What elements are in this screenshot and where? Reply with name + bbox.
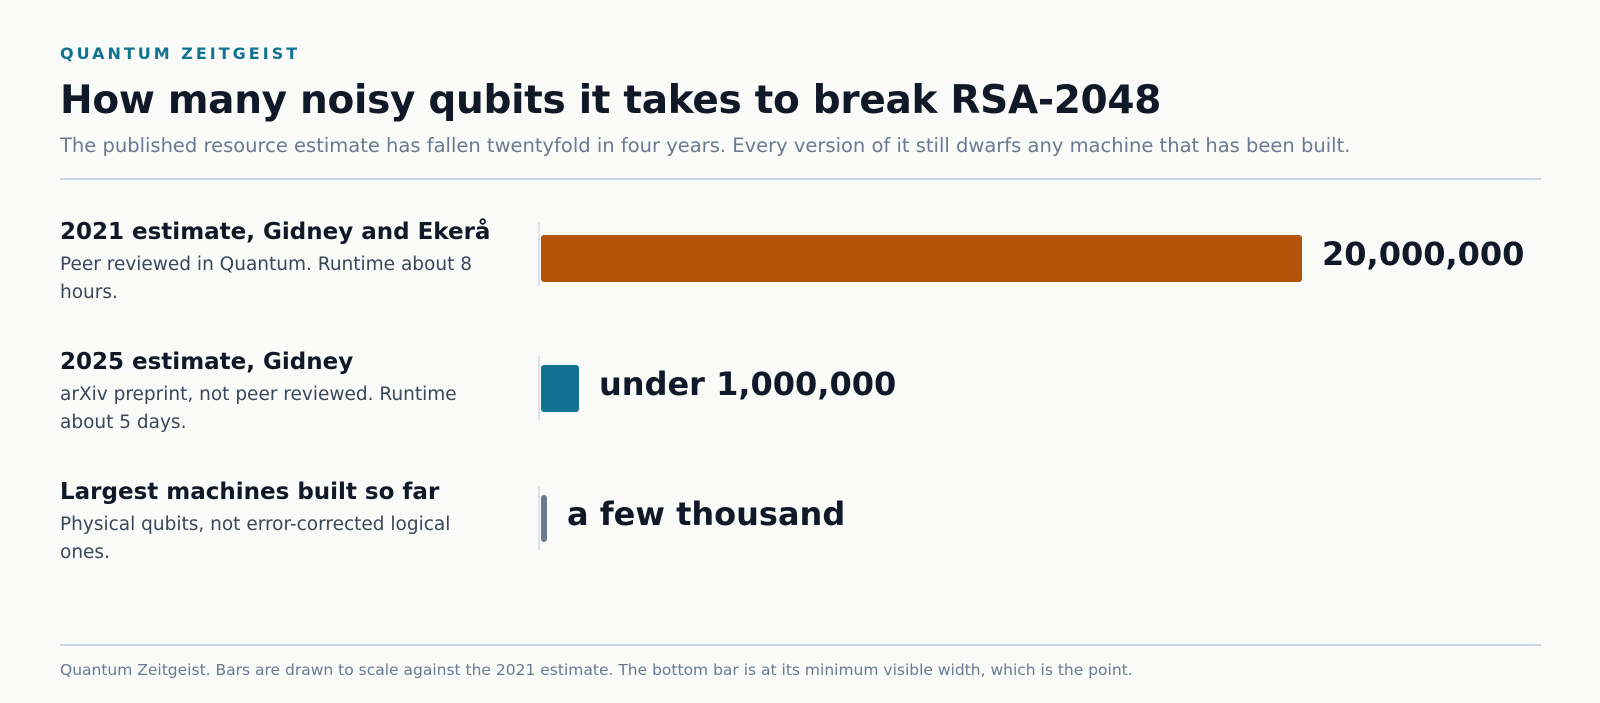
row-label: Largest machines built so far [60,479,440,505]
bar [541,495,547,542]
bar-row-largest-machines: Largest machines built so far Physical q… [60,479,1540,579]
bar [541,235,1302,282]
top-divider [60,178,1541,180]
bar-baseline [538,222,540,286]
row-note: Peer reviewed in Quantum. Runtime about … [60,254,472,303]
footer-note: Quantum Zeitgeist. Bars are drawn to sca… [60,661,1133,679]
chart-subtitle: The published resource estimate has fall… [60,134,1351,157]
row-label: 2025 estimate, Gidney [60,349,354,375]
bottom-divider [60,644,1541,646]
bar-value-label: under 1,000,000 [599,365,897,403]
row-label: 2021 estimate, Gidney and Ekerå [60,219,491,245]
bar-baseline [538,356,540,420]
bar [541,365,579,412]
bar-baseline [538,486,540,550]
chart-title: How many noisy qubits it takes to break … [60,78,1162,123]
row-note: Physical qubits, not error-corrected log… [60,514,451,563]
bar-row-2021: 2021 estimate, Gidney and Ekerå Peer rev… [60,219,1540,319]
row-note: arXiv preprint, not peer reviewed. Runti… [60,384,457,433]
bar-value-label: a few thousand [567,495,846,533]
bar-row-2025: 2025 estimate, Gidney arXiv preprint, no… [60,349,1540,449]
bar-value-label: 20,000,000 [1322,235,1525,273]
kicker: QUANTUM ZEITGEIST [60,44,301,63]
